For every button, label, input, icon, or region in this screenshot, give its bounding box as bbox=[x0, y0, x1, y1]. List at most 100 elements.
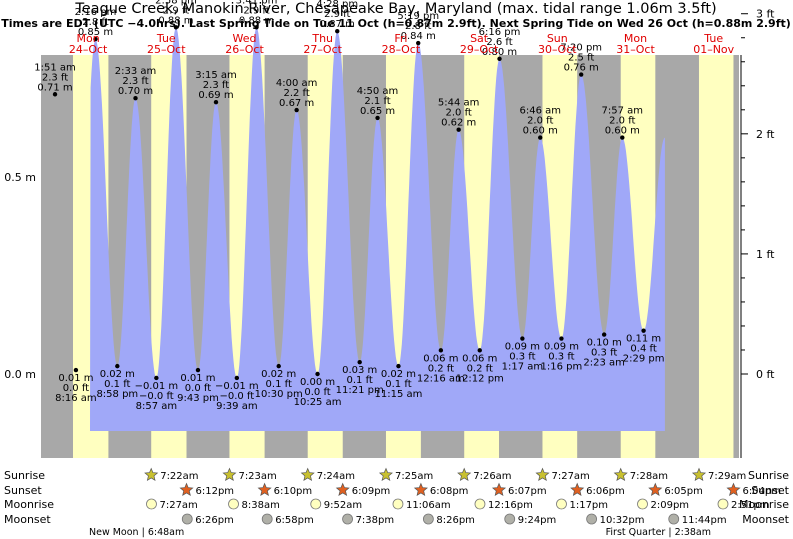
tide-point bbox=[620, 135, 625, 140]
tide-m-label: 0.87 m bbox=[320, 19, 355, 30]
tide-time-label: 7:20 pm bbox=[560, 43, 602, 54]
moonset-time: 6:58pm bbox=[275, 515, 314, 526]
moonrise-icon bbox=[637, 498, 648, 510]
tide-time-label: 9:43 pm bbox=[177, 393, 219, 404]
sunrise-time: 7:23am bbox=[238, 471, 276, 482]
tide-time-label: 6:46 am bbox=[519, 106, 561, 117]
moonrise-time: 1:17pm bbox=[569, 500, 608, 511]
row-label-left-moonrise: Moonrise bbox=[4, 498, 54, 511]
tide-time-label: 2:29 pm bbox=[623, 354, 665, 365]
tide-m-label: 0.80 m bbox=[482, 47, 517, 58]
sunrise-icon bbox=[300, 467, 315, 482]
tide-time-label: 3:15 am bbox=[195, 70, 237, 81]
sunrise-icon bbox=[613, 467, 628, 482]
day-label-weekday: Mon bbox=[76, 32, 99, 45]
moonrise-time: 11:06am bbox=[406, 500, 451, 511]
day-label-weekday: Tue bbox=[703, 32, 723, 45]
tide-point bbox=[477, 348, 482, 353]
row-label-left-sunrise: Sunrise bbox=[4, 469, 45, 482]
moonrise-icon bbox=[474, 498, 486, 510]
tide-ft-label: 2.0 ft bbox=[446, 108, 472, 119]
moon-phase-first-quarter: First Quarter | 2:38am bbox=[606, 527, 711, 538]
moonrise-time: 2:51pm bbox=[731, 500, 770, 511]
day-label-weekday: Mon bbox=[624, 32, 647, 45]
tide-point bbox=[315, 371, 320, 377]
tide-time-label: 3:41 pm bbox=[236, 0, 278, 6]
tide-m-label: −0.01 m bbox=[215, 381, 259, 392]
day-label-date: 24–Oct bbox=[69, 43, 108, 56]
tide-ft-label: 0.2 ft bbox=[428, 363, 454, 374]
row-label-left-sunset: Sunset bbox=[4, 484, 42, 497]
y-right-tick-label: 0 ft bbox=[756, 368, 775, 381]
tide-point bbox=[73, 367, 79, 373]
sunset-icon bbox=[335, 482, 350, 497]
sunrise-icon bbox=[535, 467, 550, 482]
tide-point bbox=[133, 96, 138, 101]
tide-ft-label: 0.1 ft bbox=[385, 379, 411, 390]
axes: Mon24–OctTue25–OctWed26–OctThu27–OctFri2… bbox=[4, 8, 775, 458]
tide-time-label: 11:21 pm bbox=[336, 385, 384, 396]
sunrise-time: 7:22am bbox=[160, 471, 198, 482]
sunset-time: 6:05pm bbox=[664, 486, 703, 497]
tide-point bbox=[520, 336, 525, 341]
sunset-time: 6:06pm bbox=[586, 486, 625, 497]
moonset-time: 9:24pm bbox=[518, 515, 557, 526]
tide-time-label: 11:15 am bbox=[375, 389, 423, 400]
tide-point bbox=[294, 107, 299, 113]
tide-time-label: 4:00 am bbox=[276, 78, 318, 89]
tide-ft-label: 2.3 ft bbox=[42, 72, 68, 83]
plot-area bbox=[41, 27, 739, 458]
tide-ft-label: 2.0 ft bbox=[527, 116, 553, 127]
tide-ft-label: 2.1 ft bbox=[364, 96, 390, 107]
sunset-icon bbox=[491, 482, 507, 497]
tide-point bbox=[335, 29, 340, 34]
sunset-time: 6:07pm bbox=[508, 486, 547, 497]
tide-ft-label: −0.0 ft bbox=[139, 391, 174, 402]
day-label-date: 31–Oct bbox=[616, 43, 655, 56]
sunrise-icon bbox=[378, 467, 393, 482]
tide-m-label: 0.02 m bbox=[100, 369, 135, 380]
moonset-time: 6:26pm bbox=[195, 515, 234, 526]
tide-labels: 1:51 am2.3 ft0.71 m0.01 m0.0 ft8:16 am2:… bbox=[34, 0, 664, 412]
moonrise-icon bbox=[228, 498, 239, 510]
tide-m-label: 0.65 m bbox=[360, 106, 395, 117]
sunrise-time: 7:27am bbox=[551, 471, 589, 482]
tide-m-label: −0.01 m bbox=[135, 381, 179, 392]
moonrise-icon bbox=[717, 498, 729, 510]
tide-m-label: 0.06 m bbox=[423, 353, 458, 364]
day-label-weekday: Sat bbox=[470, 32, 489, 45]
tide-time-label: 2:23 am bbox=[583, 358, 625, 369]
tide-ft-label: 0.0 ft bbox=[304, 387, 330, 398]
tide-m-label: 0.84 m bbox=[401, 31, 436, 42]
tide-m-label: 0.67 m bbox=[279, 98, 314, 109]
tide-time-label: 12:12 pm bbox=[456, 373, 504, 384]
moonrise-time: 9:52am bbox=[324, 500, 362, 511]
day-label-weekday: Wed bbox=[233, 32, 257, 45]
tide-ft-label: 0.3 ft bbox=[591, 348, 617, 359]
moonset-icon bbox=[586, 513, 598, 525]
sunset-time: 6:12pm bbox=[196, 486, 235, 497]
moonset-icon bbox=[181, 513, 193, 525]
tide-ft-label: 2.9 ft bbox=[163, 5, 189, 16]
daylight-band bbox=[698, 55, 734, 458]
tide-point bbox=[497, 56, 502, 61]
tide-ft-label: 2.8 ft bbox=[82, 17, 108, 28]
tide-point bbox=[173, 25, 179, 30]
tide-ft-label: 2.3 ft bbox=[122, 76, 148, 87]
moon-phase-new: New Moon | 6:48am bbox=[89, 527, 184, 538]
sunset-icon bbox=[570, 482, 585, 497]
tide-m-label: 0.03 m bbox=[342, 365, 377, 376]
moonset-icon bbox=[668, 513, 680, 525]
moonset-icon bbox=[422, 513, 434, 525]
tide-point bbox=[438, 348, 444, 353]
sunset-icon bbox=[413, 482, 428, 497]
sunrise-icon bbox=[222, 467, 237, 482]
day-label-date: 28–Oct bbox=[382, 43, 421, 56]
tide-ft-label: 0.1 ft bbox=[347, 375, 373, 386]
tide-time-label: 10:30 pm bbox=[255, 389, 303, 400]
tide-ft-label: 0.0 ft bbox=[185, 383, 211, 394]
y-right-tick-label: 2 ft bbox=[756, 128, 775, 141]
tide-m-label: 0.76 m bbox=[564, 63, 599, 74]
tide-ft-label: 2.8 ft bbox=[405, 21, 431, 32]
